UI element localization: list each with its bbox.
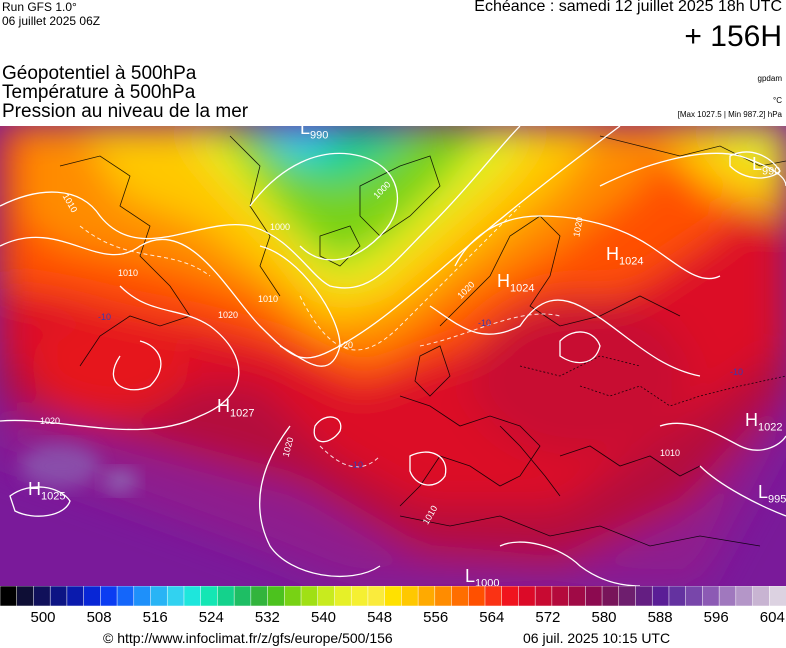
legend-swatch [116,586,135,606]
legend-swatch [601,586,620,606]
legend-swatch [300,586,319,606]
legend-swatch [585,586,603,606]
isobar-label: 1020 [218,310,239,320]
isotherm-label: -10 [98,312,112,322]
legend-swatch [468,586,486,606]
isotherm-label: -20 [340,340,354,350]
run-label: Run GFS 1.0° [2,0,77,14]
legend-swatch [635,586,653,606]
legend-swatch [618,586,637,606]
legend-swatch [350,586,369,606]
legend-swatch [668,586,687,606]
legend-swatch [267,586,285,606]
legend-swatch [384,586,402,606]
legend-swatch [166,586,185,606]
legend-swatch [735,586,754,606]
low-center-greenland: L990 [300,118,329,142]
isobars [0,126,786,586]
unit-celsius: °C [773,96,782,105]
legend-swatch [685,586,703,606]
legend-swatch [317,586,336,606]
legend-swatch [501,586,519,606]
legend-tick-label: 580 [591,609,617,626]
legend-swatch [401,586,419,606]
legend-tick-label: 524 [198,609,224,626]
geopotential-shading [0,126,786,586]
legend-swatch [183,586,202,606]
legend-swatch [752,586,770,606]
legend-swatch [233,586,252,606]
legend-swatch [150,586,168,606]
legend-tick-label: 572 [535,609,561,626]
legend-swatch [133,586,152,606]
legend-swatch [66,586,85,606]
legend-tick-label: 556 [423,609,449,626]
isotherm-label: -10 [350,460,364,470]
isobar-label: 1020 [40,416,61,426]
legend-tick-label: 548 [367,609,393,626]
legend-swatch [0,586,18,606]
legend-tick-label: 508 [86,609,112,626]
low-center-east: L990 [752,154,781,178]
isotherms [79,205,561,468]
legend-tick-label: 604 [759,609,785,626]
legend-swatch [367,586,386,606]
legend-swatch [33,586,51,606]
isobar-label: 1010 [660,448,681,458]
legend-tick-label: 588 [647,609,673,626]
legend-swatch [484,586,503,606]
legend-swatch [451,586,469,606]
legend-swatch [200,586,218,606]
legend-swatch [250,586,269,606]
lead-time: + 156H [684,20,782,53]
legend-swatch [49,586,68,606]
legend-swatch [769,586,786,606]
low-center-east-south: L995 [758,482,786,506]
legend-swatch [568,586,586,606]
isotherm-label: -10 [478,318,492,328]
legend-swatch [417,586,436,606]
color-scale-ticks: 500 508 516 524 532 540 548 556 564 572 580 588 596 6… [0,609,786,629]
weather-map [0,126,786,586]
high-center-scandinavia-2: H1024 [497,271,535,295]
legend-swatch [434,586,453,606]
legend-tick-label: 532 [254,609,280,626]
color-scale-legend [0,586,786,606]
pressure-range: [Max 1027.5 | Min 987.2] hPa [677,110,782,119]
field-geopotential: Géopotentiel à 500hPa [2,63,197,84]
isotherm-label: -10 [730,367,744,377]
field-pressure: Pression au niveau de la mer [2,101,249,122]
legend-swatch [534,586,553,606]
generated-date: 06 juil. 2025 10:15 UTC [523,630,671,646]
high-center-scandinavia-1: H1024 [606,244,644,268]
legend-swatch [718,586,737,606]
legend-swatch [518,586,536,606]
legend-tick-label: 596 [703,609,729,626]
unit-gpdam: gpdam [757,74,782,83]
valid-time: Echéance : samedi 12 juillet 2025 18h UT… [474,0,782,15]
legend-swatch [284,586,302,606]
legend-swatch [551,586,570,606]
legend-swatch [16,586,34,606]
coastlines [59,135,786,547]
high-center-atlantic: H1027 [217,396,255,420]
legend-swatch [217,586,235,606]
legend-tick-label: 516 [142,609,168,626]
legend-swatch [651,586,670,606]
legend-tick-label: 500 [30,609,56,626]
run-date: 06 juillet 2025 06Z [2,14,101,28]
legend-tick-label: 540 [310,609,337,626]
legend-swatch [334,586,352,606]
source-credit: © http://www.infoclimat.fr/z/gfs/europe/… [103,630,393,646]
isobar-label: 1010 [258,294,279,304]
legend-tick-label: 564 [479,609,505,626]
isobar-label: 1000 [270,222,291,232]
legend-swatch [83,586,101,606]
legend-swatch [702,586,720,606]
legend-swatch [100,586,118,606]
field-temperature: Température à 500hPa [2,82,196,103]
isobar-label: 1010 [118,268,139,278]
high-center-east: H1022 [745,410,783,434]
high-center-azores: H1025 [28,479,66,503]
